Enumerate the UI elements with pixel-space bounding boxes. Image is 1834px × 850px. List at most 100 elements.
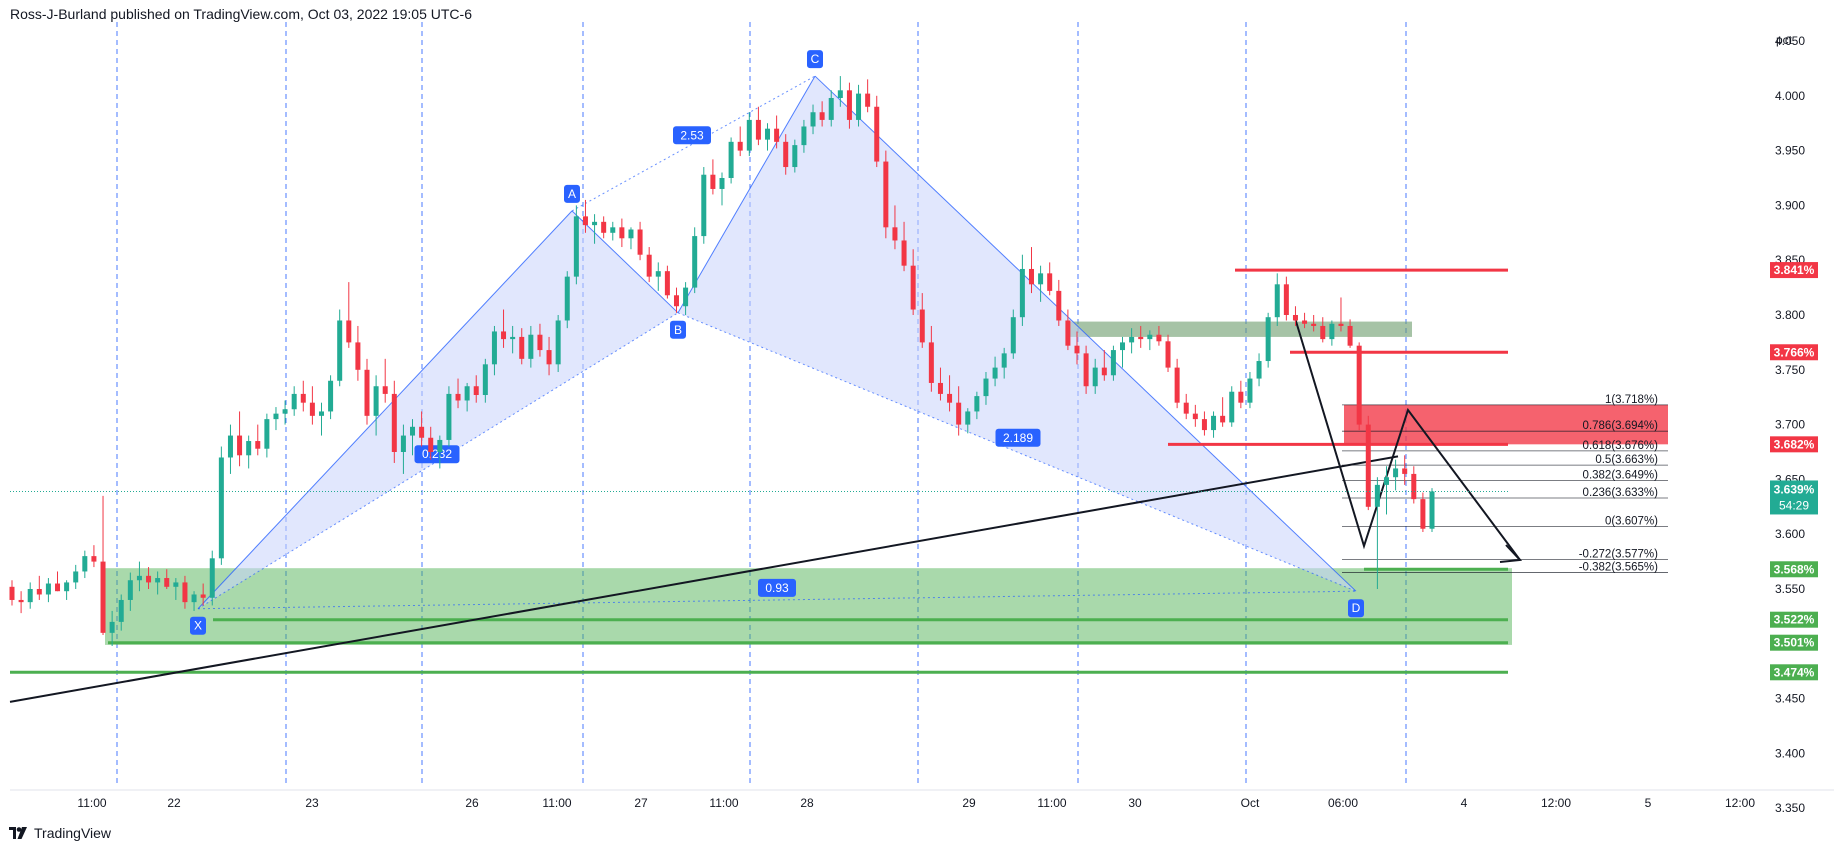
candle-body-39 [364, 369, 370, 416]
candle-body-16 [155, 578, 161, 583]
candle-body-4 [45, 583, 51, 595]
candle-body-130 [1192, 413, 1198, 420]
candle-body-145 [1329, 323, 1335, 340]
point-label-C: C [811, 52, 820, 66]
level-badge-3 [1770, 561, 1818, 578]
candle-body-71 [655, 271, 661, 277]
candle-body-132 [1211, 415, 1217, 431]
candle-body-118 [1083, 353, 1089, 387]
last-price-label: 3.639% [1774, 482, 1815, 496]
candle-body-88 [810, 112, 816, 127]
countdown-label: 54:29 [1779, 498, 1809, 512]
candle-body-150 [1374, 484, 1380, 507]
ratio-label-AC: 2.53 [680, 128, 704, 142]
candle-body-147 [1347, 325, 1353, 346]
candle-body-67 [619, 227, 625, 239]
fib-label-3: 0.5(3.663%) [1595, 454, 1658, 466]
candle-body-151 [1383, 477, 1389, 485]
candle-body-125 [1147, 334, 1153, 340]
candle-body-79 [728, 141, 734, 178]
tradingview-logo-icon [9, 827, 27, 839]
price-tick-6: 3.600 [1775, 527, 1805, 541]
time-tick-7: 28 [800, 796, 814, 810]
candle-body-30 [282, 409, 288, 414]
candle-body-106 [974, 396, 980, 412]
candle-body-102 [937, 382, 943, 394]
level-badge-1 [1770, 344, 1818, 361]
candle-body-94 [865, 93, 871, 107]
candle-body-135 [1238, 391, 1244, 403]
candle-body-11 [109, 621, 115, 633]
candle-body-73 [673, 295, 679, 307]
candle-body-24 [227, 435, 233, 458]
candles [9, 76, 1508, 646]
candle-body-35 [328, 380, 334, 412]
candle-body-56 [519, 336, 525, 359]
candle-body-115 [1056, 290, 1062, 321]
candle-body-92 [846, 90, 852, 120]
level-badge-label-1: 3.766% [1774, 345, 1815, 359]
level-badge-label-3: 3.568% [1774, 562, 1815, 576]
level-badge-label-6: 3.474% [1774, 665, 1815, 679]
fibonacci-retracement: 1(3.718%) 0.786(3.694%) 0.618(3.676%) 0.5(3… [1342, 394, 1668, 574]
price-tick-10: 3.800 [1775, 308, 1805, 322]
candle-body-139 [1274, 284, 1280, 318]
candle-body-70 [646, 254, 652, 277]
candle-body-146 [1338, 323, 1344, 326]
candle-body-6 [64, 582, 70, 592]
candle-body-29 [273, 413, 279, 420]
candle-body-58 [537, 334, 543, 351]
candle-body-149 [1365, 424, 1371, 507]
point-label-A: A [568, 187, 576, 201]
candle-body-57 [528, 334, 534, 359]
candle-body-112 [1028, 268, 1034, 285]
candle-body-76 [701, 174, 707, 237]
fib-label-8: -0.382(3.565%) [1579, 562, 1658, 574]
leg-AB [571, 210, 679, 314]
level-badge-label-2: 3.682% [1774, 437, 1815, 451]
time-tick-10: 30 [1128, 796, 1142, 810]
publisher-line: Ross-J-Burland published on TradingView.… [10, 6, 472, 22]
candle-body-52 [482, 364, 488, 396]
candle-body-23 [218, 457, 224, 559]
candle-body-38 [355, 342, 361, 370]
candle-body-104 [956, 402, 962, 425]
ratio-line-BD [677, 312, 1357, 592]
candle-body-121 [1110, 350, 1116, 376]
candle-body-101 [928, 342, 934, 383]
candle-body-154 [1411, 473, 1417, 500]
candle-body-8 [82, 556, 88, 572]
level-badge-4 [1770, 611, 1818, 628]
candle-body-143 [1311, 323, 1317, 326]
time-axis[interactable]: 11:00 22 23 26 11:00 27 11:00 28 29 11:00 30 Oct 06:… [10, 789, 1834, 810]
level-badge-2 [1770, 436, 1818, 453]
price-axis[interactable]: pct3.3003.3503.4003.4503.5003.5503.6003.… [1770, 33, 1818, 818]
ratio-label-XB: 0.232 [422, 447, 452, 461]
candle-body-123 [1129, 336, 1135, 343]
price-tick-12: 3.900 [1775, 198, 1805, 212]
candle-body-89 [819, 112, 825, 120]
xab-triangle [198, 210, 678, 609]
point-badge-A [564, 184, 580, 203]
candle-body-95 [874, 106, 880, 162]
candle-body-3 [36, 589, 42, 595]
candle-body-128 [1174, 367, 1180, 403]
point-badge-C [807, 50, 823, 69]
time-tick-0: 11:00 [77, 796, 106, 810]
candle-body-15 [146, 575, 152, 583]
candle-body-86 [792, 145, 798, 168]
candle-body-142 [1302, 320, 1308, 324]
candle-body-68 [628, 229, 634, 239]
candle-body-148 [1356, 345, 1362, 425]
candle-body-17 [164, 578, 170, 587]
candle-body-60 [555, 320, 561, 365]
fib-label-7: -0.272(3.577%) [1579, 548, 1658, 560]
price-tick-2: 3.400 [1775, 746, 1805, 760]
time-tick-2: 23 [305, 796, 319, 810]
candle-body-34 [318, 411, 324, 416]
point-label-D: D [1352, 601, 1361, 615]
candle-body-91 [837, 90, 843, 98]
candle-body-138 [1265, 317, 1271, 362]
candlestick-chart[interactable]: 0.232 2.53 2.189 0.93 1(3.718%) 0.786(3.694%… [0, 0, 1834, 818]
candle-body-33 [309, 402, 315, 416]
